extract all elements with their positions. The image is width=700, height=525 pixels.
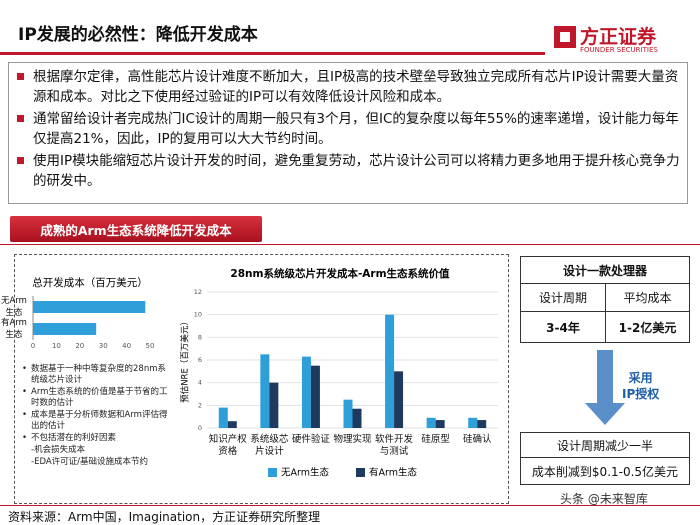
legend-swatch (268, 468, 277, 477)
y-tick-label: 4 (198, 379, 202, 387)
bar (435, 420, 445, 428)
title-rule (0, 52, 545, 55)
section-tab: 成熟的Arm生态系统降低开发成本 (10, 216, 262, 242)
arrow-text: IP授权 (622, 387, 660, 401)
x-tick-label: 0 (31, 342, 35, 350)
x-tick-label: 软件开发与测试 (375, 434, 414, 457)
bar (310, 365, 320, 428)
arrow-text: 采用 (628, 371, 653, 385)
bar (343, 399, 353, 428)
x-tick-label: 硅原型 (421, 434, 450, 445)
y-tick-label: 10 (194, 311, 202, 319)
y-axis-label: 预估NRE（百万美元） (180, 317, 191, 403)
arrow-label: 采用 IP授权 (622, 370, 659, 402)
logo-icon (554, 26, 576, 48)
result-cell: 设计周期减少一半 (520, 432, 690, 458)
chart-frame (14, 254, 509, 504)
bar (218, 407, 228, 428)
bar (394, 371, 404, 428)
note: Arm生态系统的价值是基于节省的工时数的估计 (22, 387, 170, 409)
bar (33, 323, 97, 335)
legend-label: 无Arm生态 (281, 467, 329, 479)
x-tick-label: 30 (99, 342, 108, 350)
bar (477, 420, 487, 428)
arrow-shaft (597, 350, 613, 405)
table-cell: 1-2亿美元 (605, 311, 690, 343)
bar (227, 421, 237, 428)
x-tick-label: 50 (146, 342, 155, 350)
chart-title: 总开发成本（百万美元） (32, 276, 148, 289)
y-tick-label: 0 (198, 424, 202, 432)
table-header: 平均成本 (605, 283, 690, 312)
legend-label: 有Arm生态 (369, 467, 417, 479)
bar (301, 356, 311, 428)
bar (352, 408, 362, 428)
bar (260, 354, 270, 428)
bar (269, 382, 279, 428)
y-tick-label: 6 (198, 356, 202, 364)
bullet: 通常留给设计者完成热门IC设计的周期一般只有3个月，但IC的复杂度以每年55%的… (13, 109, 687, 149)
legend-swatch (356, 468, 365, 477)
bar (426, 417, 436, 428)
watermark: 头条 @未来智库 (560, 492, 648, 506)
x-tick-label: 硅确认 (462, 434, 492, 445)
table-cell: 3-4年 (520, 311, 606, 343)
note: 数据基于一种中等复杂度的28nm系统级芯片设计 (22, 364, 170, 386)
x-tick-label: 知识产权资格 (208, 434, 247, 457)
logo-text: 方正证券 (580, 26, 657, 48)
x-tick-label: 40 (122, 342, 131, 350)
note: -EDA许可证/基础设施成本节约 (31, 457, 149, 467)
bullet: 根据摩尔定律，高性能芯片设计难度不断加大，且IP极高的技术壁垒导致独立完成所有芯… (13, 67, 687, 107)
section-rule (0, 244, 700, 245)
x-tick-label: 20 (75, 342, 84, 350)
note: -机会损失成本 (31, 445, 86, 455)
source: 资料来源：Arm中国，Imagination，方正证券研究所整理 (8, 510, 321, 524)
x-tick-label: 系统级芯片设计 (250, 434, 289, 457)
logo-subtext: FOUNDER SECURITIES (580, 46, 658, 54)
note: 成本是基于分析师数据和Arm评估得出的估计 (22, 410, 170, 432)
x-tick-label: 物理实现 (333, 434, 372, 445)
y-tick-label: 有Arm生态 (1, 318, 27, 340)
bar (33, 301, 146, 313)
arrow-head (585, 403, 625, 425)
table-header: 设计周期 (520, 283, 606, 312)
notes: 数据基于一种中等复杂度的28nm系统级芯片设计Arm生态系统的价值是基于节省的工… (22, 364, 170, 469)
x-tick-label: 10 (52, 342, 61, 350)
bullet-box: 根据摩尔定律，高性能芯片设计难度不断加大，且IP极高的技术壁垒导致独立完成所有芯… (8, 62, 688, 204)
bullet: 使用IP模块能缩短芯片设计开发的时间，避免重复劳动，芯片设计公司可以将精力更多地… (13, 151, 687, 191)
bar (468, 417, 478, 428)
chart-title: 28nm系统级芯片开发成本-Arm生态系统价值 (230, 267, 450, 280)
table-title: 设计一款处理器 (520, 256, 690, 284)
y-tick-label: 12 (194, 288, 202, 296)
note: 不包括潜在的利好因素 (22, 433, 170, 444)
y-tick-label: 8 (198, 333, 202, 341)
footer-rule (0, 505, 700, 506)
y-tick-label: 无Arm生态 (1, 296, 27, 318)
bar (385, 314, 395, 428)
x-tick-label: 硬件验证 (291, 434, 330, 445)
result-cell: 成本削减到$0.1-0.5亿美元 (520, 457, 690, 485)
slide-title: IP发展的必然性：降低开发成本 (18, 25, 258, 45)
y-tick-label: 2 (198, 401, 202, 409)
